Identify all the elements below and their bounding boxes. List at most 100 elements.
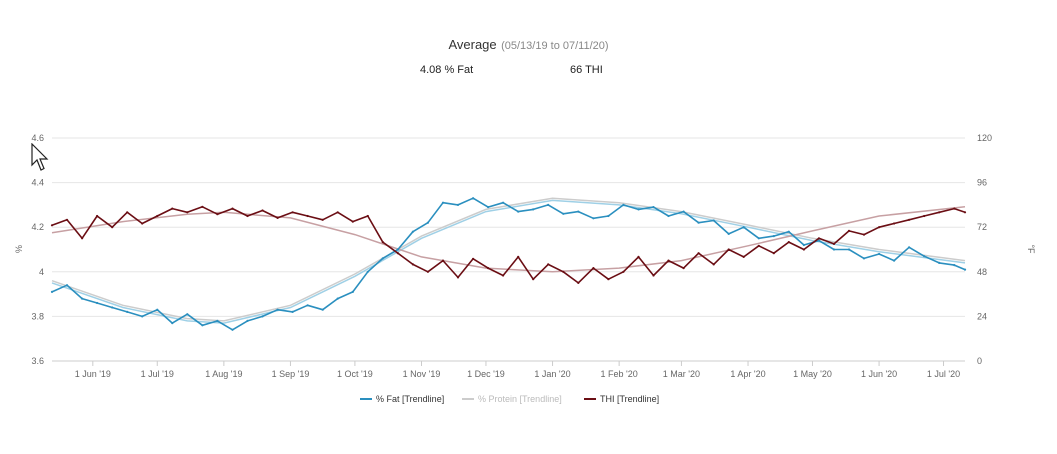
series-point: [126, 310, 129, 313]
title-text: Average: [448, 37, 497, 52]
series-point: [953, 264, 956, 267]
series-point: [141, 222, 144, 225]
y-left-tick-label: 4.4: [31, 178, 44, 188]
series-line-0: [51, 197, 966, 331]
series-point: [667, 214, 670, 218]
series-point: [426, 221, 429, 224]
trendline-2: [51, 206, 966, 273]
series-point: [517, 210, 520, 213]
x-tick-label: 1 Sep '19: [272, 369, 310, 379]
series-point: [742, 226, 745, 229]
y-right-tick-label: 96: [977, 178, 987, 188]
series-point: [532, 208, 535, 211]
series-point: [81, 237, 84, 240]
series-point: [878, 226, 881, 229]
series-point: [306, 214, 309, 218]
series-point: [577, 210, 580, 213]
series-point: [757, 244, 760, 247]
series-point: [111, 306, 114, 309]
series-point: [50, 290, 54, 293]
series-point: [963, 211, 967, 214]
series-point: [321, 308, 324, 311]
series-point: [592, 217, 595, 220]
series-point: [276, 216, 279, 219]
y-left-tick-label: 4.6: [31, 133, 44, 143]
y-axis-left-ticks: 3.6 3.8 4 4.2 4.4 4.6: [31, 133, 44, 366]
series-point: [411, 263, 414, 266]
series-point: [757, 237, 760, 240]
series-point: [652, 206, 655, 209]
series-point: [351, 290, 354, 293]
series-point: [893, 259, 896, 262]
series-point: [712, 263, 715, 266]
series-point: [246, 214, 249, 218]
series-point: [411, 230, 414, 233]
x-tick-label: 1 Oct '19: [337, 369, 373, 379]
y-right-tick-label: 72: [977, 222, 987, 232]
series-point: [832, 248, 836, 251]
series-point: [96, 214, 99, 218]
x-tick-label: 1 Jul '19: [141, 369, 174, 379]
series-point: [817, 237, 821, 240]
x-tick-label: 1 Mar '20: [663, 369, 700, 379]
series-point: [472, 257, 475, 260]
series-point: [562, 212, 565, 215]
legend-label: % Fat [Trendline]: [376, 394, 444, 404]
series-point: [637, 255, 640, 258]
series-point: [336, 211, 339, 214]
series-point: [186, 313, 189, 316]
series-point: [231, 328, 234, 331]
series-point: [772, 235, 775, 238]
series-point: [65, 218, 69, 221]
series-point: [742, 255, 745, 258]
trendline-0: [51, 199, 966, 324]
series-point: [787, 241, 790, 244]
series-point: [938, 211, 941, 214]
legend-label: THI [Trendline]: [600, 394, 659, 404]
series-point: [727, 248, 730, 251]
series-point: [261, 315, 264, 318]
series-point: [547, 263, 550, 266]
series-point: [216, 319, 219, 322]
series-point: [938, 261, 941, 264]
title-date-range: (05/13/19 to 07/11/20): [501, 40, 609, 52]
x-tick-label: 1 Dec '19: [467, 369, 505, 379]
data-series: [50, 197, 967, 331]
series-point: [291, 211, 294, 214]
series-point: [727, 232, 730, 235]
series-point: [502, 201, 505, 204]
series-point: [231, 207, 234, 210]
series-point: [291, 310, 294, 313]
y-right-tick-label: 0: [977, 356, 982, 366]
series-point: [923, 255, 926, 258]
series-point: [682, 267, 685, 270]
series-point: [607, 214, 610, 218]
fat-average-stat: 4.08 % Fat: [420, 64, 474, 76]
series-line-1: [51, 206, 966, 284]
series-point: [306, 304, 309, 307]
series-point: [847, 248, 851, 251]
series-point: [261, 209, 264, 212]
series-point: [817, 239, 821, 242]
x-tick-label: 1 Jul '20: [927, 369, 960, 379]
series-point: [156, 214, 159, 218]
series-point: [351, 220, 354, 223]
x-tick-label: 1 Jun '20: [861, 369, 897, 379]
series-point: [502, 274, 505, 277]
legend: % Fat [Trendline] % Protein [Trendline] TH…: [360, 394, 659, 404]
series-point: [81, 297, 84, 300]
series-point: [186, 211, 189, 214]
series-point: [923, 214, 926, 218]
series-point: [111, 226, 114, 229]
y-right-tick-label: 24: [977, 311, 987, 321]
thi-average-stat: 66 THI: [570, 64, 603, 76]
y-axis-right-label: °F: [1026, 244, 1036, 254]
series-point: [562, 270, 565, 273]
series-point: [472, 197, 475, 200]
series-point: [577, 281, 580, 284]
x-tick-label: 1 Aug '19: [205, 369, 242, 379]
series-point: [366, 214, 369, 218]
series-point: [216, 213, 219, 216]
x-tick-label: 1 Jan '20: [534, 369, 570, 379]
series-point: [878, 252, 881, 256]
